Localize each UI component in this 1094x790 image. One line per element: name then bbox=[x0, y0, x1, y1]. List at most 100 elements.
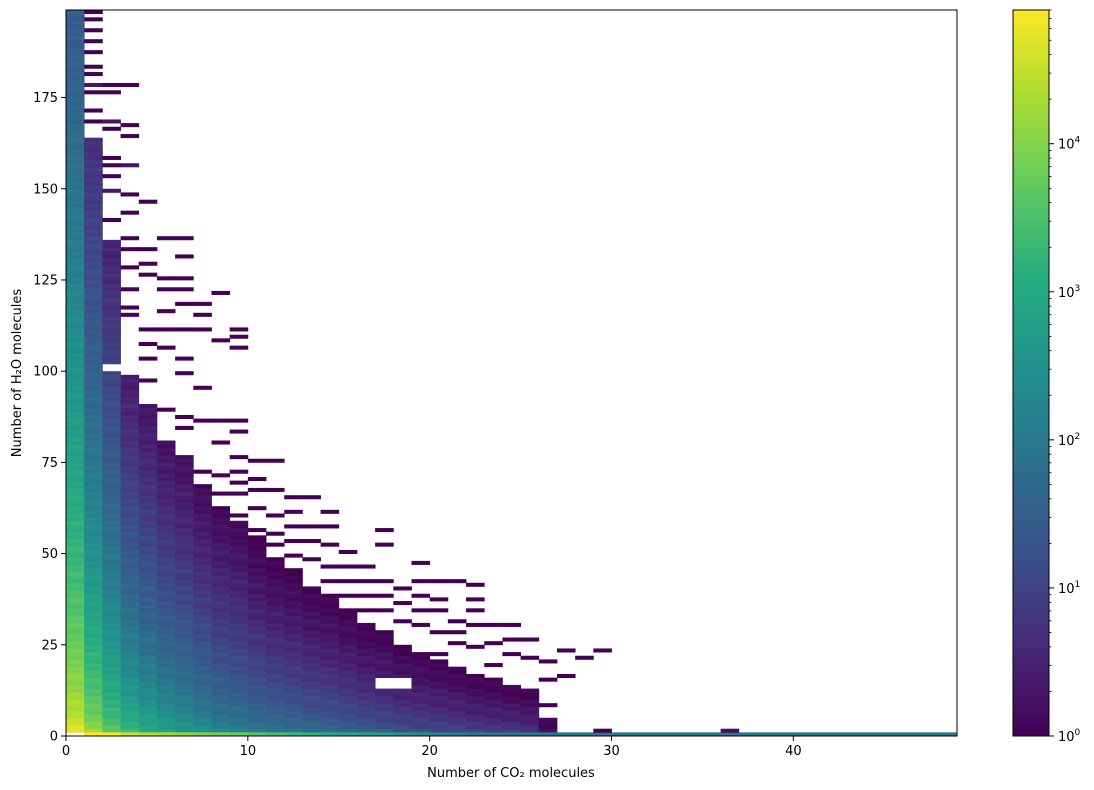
heatmap-cell bbox=[466, 695, 485, 700]
heatmap-cell bbox=[84, 487, 103, 492]
heatmap-cell bbox=[356, 703, 376, 708]
heatmap-cell bbox=[120, 641, 140, 646]
heatmap-cell bbox=[193, 637, 212, 642]
heatmap-cell bbox=[429, 725, 449, 730]
heatmap-cell bbox=[884, 732, 903, 736]
heatmap-cell bbox=[175, 557, 194, 562]
heatmap-cell bbox=[120, 582, 140, 587]
heatmap-cell bbox=[84, 418, 103, 423]
heatmap-cell bbox=[66, 677, 85, 682]
heatmap-cell bbox=[338, 732, 358, 736]
heatmap-cell bbox=[684, 732, 703, 736]
heatmap-cell bbox=[302, 732, 321, 736]
heatmap-cell bbox=[247, 557, 267, 562]
heatmap-cell bbox=[229, 538, 249, 544]
heatmap-cell bbox=[356, 699, 376, 704]
y-tick-label: 125 bbox=[33, 273, 58, 288]
heatmap-cell bbox=[66, 57, 85, 62]
heatmap-cell bbox=[120, 706, 140, 711]
heatmap-cell bbox=[429, 670, 449, 675]
heatmap-cell bbox=[266, 706, 285, 711]
heatmap-cell bbox=[193, 699, 212, 704]
heatmap-cell bbox=[102, 659, 121, 664]
heatmap-cell bbox=[156, 663, 176, 668]
heatmap-cell bbox=[411, 710, 431, 715]
heatmap-cell bbox=[320, 644, 340, 649]
heatmap-cell bbox=[484, 681, 503, 686]
heatmap-cell bbox=[193, 557, 212, 562]
heatmap-cell bbox=[229, 710, 249, 715]
heatmap-cell bbox=[266, 710, 285, 715]
heatmap-cell bbox=[266, 575, 285, 580]
heatmap-cell bbox=[229, 721, 249, 726]
heatmap-cell-sparse bbox=[411, 579, 431, 584]
heatmap-cell-sparse bbox=[120, 134, 140, 139]
heatmap-cell bbox=[66, 389, 85, 394]
heatmap-cell bbox=[175, 692, 194, 697]
heatmap-cell bbox=[66, 61, 85, 66]
heatmap-cell bbox=[66, 166, 85, 171]
heatmap-cell bbox=[66, 411, 85, 416]
heatmap-cell bbox=[411, 725, 431, 730]
heatmap-cell bbox=[447, 673, 467, 679]
heatmap-cell bbox=[102, 356, 121, 361]
heatmap-cell bbox=[229, 670, 249, 675]
heatmap-cell bbox=[138, 732, 158, 736]
heatmap-cell bbox=[66, 571, 85, 576]
heatmap-cell bbox=[84, 199, 103, 204]
heatmap-cell bbox=[156, 451, 176, 456]
heatmap-cell bbox=[156, 590, 176, 595]
heatmap-cell bbox=[320, 601, 340, 606]
heatmap-cell bbox=[66, 575, 85, 580]
heatmap-cell bbox=[120, 535, 140, 540]
heatmap-cell bbox=[102, 462, 121, 467]
heatmap-cell bbox=[520, 703, 540, 708]
heatmap-cell bbox=[193, 666, 212, 671]
heatmap-cell bbox=[356, 663, 376, 668]
heatmap-cell bbox=[193, 732, 212, 736]
heatmap-cell-sparse bbox=[229, 327, 249, 332]
heatmap-cell bbox=[120, 663, 140, 668]
heatmap-cell bbox=[247, 586, 267, 591]
heatmap-cell bbox=[302, 695, 321, 700]
heatmap-cell-sparse bbox=[229, 513, 249, 518]
heatmap-cell bbox=[229, 717, 249, 722]
heatmap-cell bbox=[266, 728, 285, 733]
heatmap-cell bbox=[211, 699, 231, 704]
heatmap-cell bbox=[66, 352, 85, 357]
heatmap-cell bbox=[138, 513, 158, 518]
heatmap-cell bbox=[466, 714, 485, 719]
heatmap-cell bbox=[302, 644, 321, 649]
heatmap-cell bbox=[247, 542, 267, 547]
heatmap-cell bbox=[156, 699, 176, 704]
heatmap-cell bbox=[120, 677, 140, 682]
heatmap-cell bbox=[175, 531, 194, 536]
x-tick-label: 10 bbox=[240, 744, 257, 759]
heatmap-cell bbox=[229, 732, 249, 736]
heatmap-cell bbox=[247, 699, 267, 704]
heatmap-cell bbox=[66, 579, 85, 584]
heatmap-cell bbox=[102, 725, 121, 730]
heatmap-cell bbox=[156, 484, 176, 489]
heatmap-cell bbox=[66, 436, 85, 441]
heatmap-cell bbox=[229, 560, 249, 565]
heatmap-cell bbox=[375, 706, 394, 711]
heatmap-cell bbox=[138, 615, 158, 620]
heatmap-cell bbox=[302, 637, 321, 642]
heatmap-cell bbox=[193, 626, 212, 631]
heatmap-cell bbox=[84, 451, 103, 456]
heatmap-cell bbox=[66, 710, 85, 715]
heatmap-cell-sparse bbox=[411, 593, 431, 598]
heatmap-cell bbox=[156, 637, 176, 642]
heatmap-cell bbox=[175, 528, 194, 533]
heatmap-cell bbox=[102, 586, 121, 591]
heatmap-cell bbox=[229, 728, 249, 733]
heatmap-cell bbox=[84, 400, 103, 405]
heatmap-cell bbox=[84, 517, 103, 522]
heatmap-cell bbox=[338, 615, 358, 620]
heatmap-cell bbox=[466, 717, 485, 722]
heatmap-cell bbox=[84, 670, 103, 675]
heatmap-cell-sparse bbox=[120, 236, 140, 241]
heatmap-cell-sparse bbox=[102, 163, 121, 168]
heatmap-cell bbox=[102, 411, 121, 416]
